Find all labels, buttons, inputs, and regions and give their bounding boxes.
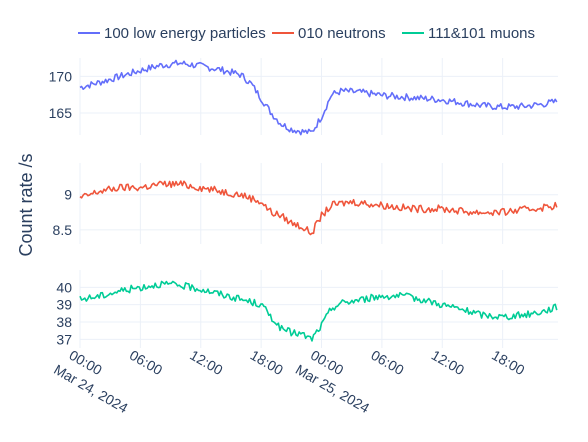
y-tick-label: 39 [56, 297, 72, 313]
legend-item-3[interactable]: 111&101 muons [402, 25, 535, 42]
series-line-2 [79, 180, 558, 236]
legend-item-2[interactable]: 010 neutrons [272, 25, 386, 42]
y-tick-label: 165 [49, 105, 73, 121]
y-tick-label: 37 [56, 331, 72, 347]
y-tick-label: 40 [56, 279, 72, 295]
legend-item-1[interactable]: 100 low energy particles [78, 25, 266, 42]
series-line-3 [79, 280, 558, 342]
panel-1: 165 170 [49, 58, 558, 136]
y-tick-label: 38 [56, 314, 72, 330]
legend-label: 100 low energy particles [104, 25, 266, 42]
y-tick-label: 9 [64, 187, 72, 203]
y-axis-title: Count rate /s [16, 153, 36, 256]
legend-label: 111&101 muons [428, 25, 535, 42]
y-tick-label: 170 [49, 68, 73, 84]
y-tick-label: 8.5 [53, 222, 73, 238]
legend-label: 010 neutrons [298, 25, 386, 42]
panel-2: 8.59 [53, 163, 558, 244]
legend: 100 low energy particles 010 neutrons 111&… [78, 25, 535, 42]
series-line-1 [79, 59, 558, 136]
